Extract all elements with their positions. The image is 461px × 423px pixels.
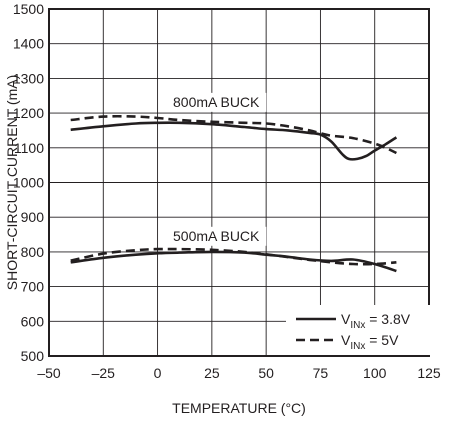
legend-label-prefix: V	[341, 311, 351, 327]
series-line-dashed	[70, 247, 397, 266]
grid	[48, 8, 430, 357]
y-tick-label: 800	[21, 244, 45, 260]
x-tick-label: 0	[154, 365, 162, 381]
x-tick-label: 25	[204, 365, 220, 381]
y-tick-label: 900	[21, 209, 45, 225]
legend-label-suffix: = 5V	[365, 332, 399, 348]
series-line-solid	[70, 250, 397, 273]
annotation-background	[166, 226, 267, 246]
y-tick-label: 1300	[13, 70, 44, 86]
x-tick-label: 50	[258, 365, 274, 381]
series-line-solid	[70, 121, 398, 161]
y-tick-label: 600	[21, 313, 45, 329]
series-lines	[70, 114, 398, 273]
x-axis-label: TEMPERATURE (°C)	[172, 400, 306, 416]
legend-label: VINx = 5V	[341, 332, 399, 352]
x-axis-ticks: –50 –25 0 25 50 75 100 125	[37, 365, 441, 381]
y-axis-label: SHORT-CIRCUIT CURRENT (mA)	[4, 75, 20, 290]
y-tick-label: 1200	[13, 105, 44, 121]
plot-frame	[48, 8, 430, 357]
x-tick-label: –50	[37, 365, 61, 381]
legend-label-suffix: = 3.8V	[365, 311, 410, 327]
x-tick-label: 100	[363, 365, 387, 381]
y-tick-label: 1400	[13, 36, 44, 52]
legend-label-subscript: INx	[350, 320, 365, 331]
legend-label-subscript: INx	[350, 341, 365, 352]
annotation-label: 800mA BUCK	[173, 94, 260, 110]
legend-label-prefix: V	[341, 332, 351, 348]
y-tick-label: 1000	[13, 175, 44, 191]
y-tick-label: 1500	[13, 1, 44, 17]
y-axis-ticks: 500 600 700 800 900 1000 1100 1200 1300 1400 1500	[13, 1, 44, 364]
x-tick-label: 125	[417, 365, 441, 381]
x-tick-label: 75	[313, 365, 329, 381]
annotation-label: 500mA BUCK	[173, 228, 260, 244]
legend-background	[286, 305, 432, 355]
y-tick-label: 500	[21, 348, 45, 364]
y-tick-label: 1100	[14, 140, 44, 156]
annotation-background	[166, 92, 267, 112]
y-tick-label: 700	[21, 279, 45, 295]
legend-label: VINx = 3.8V	[341, 311, 411, 331]
annotations: 800mA BUCK 500mA BUCK	[166, 92, 267, 246]
x-tick-label: –25	[92, 365, 116, 381]
series-line-dashed	[70, 114, 397, 155]
